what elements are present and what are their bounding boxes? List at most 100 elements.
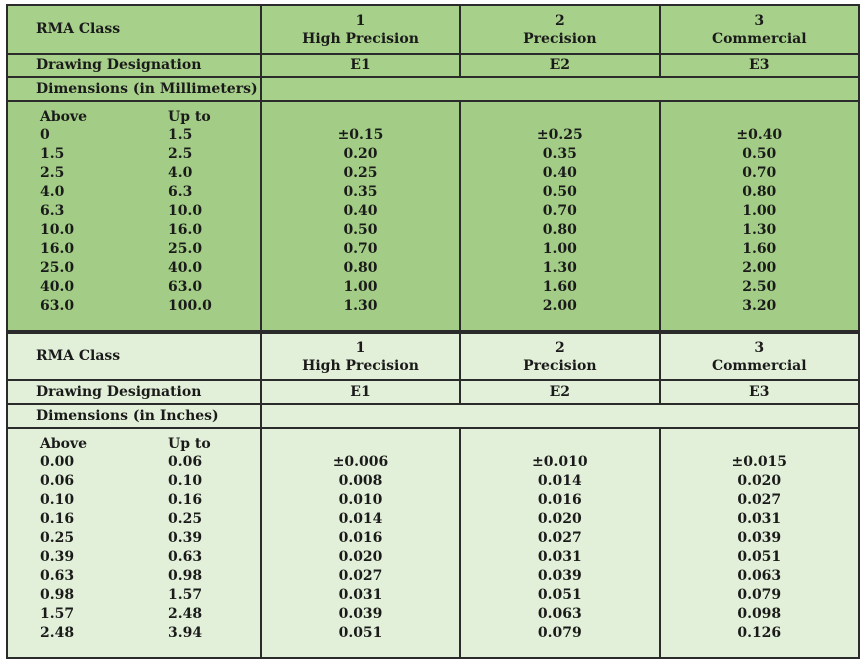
- tolerance-e3: 2.00: [742, 260, 777, 276]
- tolerance-e2: 0.70: [542, 203, 577, 219]
- tolerance-e1: 0.008: [338, 473, 383, 489]
- class-number: 3: [754, 339, 765, 356]
- tolerance-e2: 0.40: [542, 165, 577, 181]
- designation-e2: E2: [459, 53, 661, 78]
- above-value: 25.0: [40, 260, 75, 276]
- class-1-header: 1 High Precision: [259, 4, 462, 55]
- tolerance-e3: 0.039: [737, 530, 782, 546]
- above-value: 0: [40, 127, 50, 143]
- class-name: Precision: [523, 357, 597, 374]
- range-row: 0.25 0.39: [40, 529, 260, 548]
- dimensions-blank: [259, 403, 861, 429]
- range-row: 63.0 100.0: [40, 297, 260, 316]
- tolerance-e1: 0.027: [338, 568, 383, 584]
- upto-value: 0.06: [168, 454, 203, 470]
- tolerance-e1: 0.016: [338, 530, 383, 546]
- upto-label: Up to: [168, 109, 211, 125]
- upto-value: 10.0: [168, 203, 203, 219]
- tolerance-e2: 1.00: [542, 241, 577, 257]
- tolerance-e1: 0.039: [338, 606, 383, 622]
- drawing-designation-label: Drawing Designation: [6, 53, 262, 78]
- range-row: 0.98 1.57: [40, 586, 260, 605]
- class-name: Commercial: [711, 30, 807, 47]
- mm-range-list: Above Up to 0 1.5 1.5 2.5 2.5 4.0 4.0 6.3 6.3 10.…: [8, 108, 260, 316]
- upto-label: Up to: [168, 436, 211, 452]
- class-name: Commercial: [711, 357, 807, 374]
- tolerance-e1: 0.50: [343, 222, 378, 238]
- class-number: 2: [554, 339, 565, 356]
- range-row: 0.06 0.10: [40, 472, 260, 491]
- tolerance-e1: 0.70: [343, 241, 378, 257]
- upto-value: 0.63: [168, 549, 203, 565]
- range-row: 2.5 4.0: [40, 164, 260, 183]
- class-3-header: 3 Commercial: [658, 332, 861, 381]
- class-2-header: 2 Precision: [459, 4, 661, 55]
- range-row: 4.0 6.3: [40, 183, 260, 202]
- range-row: 0.10 0.16: [40, 491, 260, 510]
- range-row: 25.0 40.0: [40, 259, 260, 278]
- tolerance-e2: 0.051: [537, 587, 582, 603]
- above-value: 0.06: [40, 473, 75, 489]
- range-header: Above Up to: [40, 435, 260, 453]
- upto-value: 0.98: [168, 568, 203, 584]
- tolerance-e2: 0.016: [537, 492, 582, 508]
- above-value: 0.10: [40, 492, 75, 508]
- tolerance-e1: 0.25: [343, 165, 378, 181]
- tolerance-e3: 0.027: [737, 492, 782, 508]
- tolerance-e3: 0.70: [742, 165, 777, 181]
- above-value: 0.25: [40, 530, 75, 546]
- designation-e3: E3: [658, 379, 861, 405]
- tolerance-e2: ±0.010: [532, 454, 588, 470]
- drawing-designation-label: Drawing Designation: [6, 379, 262, 405]
- designation-e1: E1: [259, 53, 462, 78]
- tolerance-e1: ±0.15: [337, 127, 384, 143]
- tolerance-e3: 0.80: [742, 184, 777, 200]
- range-row: 0.39 0.63: [40, 548, 260, 567]
- designation-e1: E1: [259, 379, 462, 405]
- range-row: 10.0 16.0: [40, 221, 260, 240]
- in-e3-list: ±0.015 0.020 0.027 0.031 0.039 0.051 0.063 0.07…: [661, 453, 858, 643]
- tolerance-e3: 1.00: [742, 203, 777, 219]
- tolerance-e3: 3.20: [742, 298, 777, 314]
- upto-value: 2.5: [168, 146, 193, 162]
- upto-value: 1.57: [168, 587, 203, 603]
- above-value: 0.39: [40, 549, 75, 565]
- tolerance-e1: 1.00: [343, 279, 378, 295]
- rma-class-label: RMA Class: [6, 332, 262, 381]
- tolerance-e3: 0.079: [737, 587, 782, 603]
- class-number: 2: [554, 12, 565, 29]
- tolerance-e3: 1.60: [742, 241, 777, 257]
- tolerance-e1: 0.020: [338, 549, 383, 565]
- upto-value: 63.0: [168, 279, 203, 295]
- tolerance-e1: 0.80: [343, 260, 378, 276]
- tolerance-e2: 0.50: [542, 184, 577, 200]
- above-value: 2.48: [40, 625, 75, 641]
- tolerance-e2: 1.60: [542, 279, 577, 295]
- tolerance-e2: 1.30: [542, 260, 577, 276]
- class-name: High Precision: [302, 357, 419, 374]
- range-row: 1.57 2.48: [40, 605, 260, 624]
- tolerance-e3: 0.50: [742, 146, 777, 162]
- in-range-cell: Above Up to 0.00 0.06 0.06 0.10 0.10 0.16 0.16…: [6, 427, 262, 659]
- upto-value: 3.94: [168, 625, 203, 641]
- above-value: 0.63: [40, 568, 75, 584]
- tolerance-e1: 0.031: [338, 587, 383, 603]
- tolerance-e2: 2.00: [542, 298, 577, 314]
- tolerance-e2: 0.35: [542, 146, 577, 162]
- in-e3-cell: ±0.015 0.020 0.027 0.031 0.039 0.051 0.063 0.07…: [658, 427, 861, 659]
- upto-value: 6.3: [168, 184, 193, 200]
- upto-value: 0.39: [168, 530, 203, 546]
- tolerance-e3: 0.098: [737, 606, 782, 622]
- mm-range-cell: Above Up to 0 1.5 1.5 2.5 2.5 4.0 4.0 6.3 6.3 10.…: [6, 100, 262, 332]
- above-value: 40.0: [40, 279, 75, 295]
- class-number: 1: [355, 12, 366, 29]
- upto-value: 25.0: [168, 241, 203, 257]
- above-value: 10.0: [40, 222, 75, 238]
- range-row: 0 1.5: [40, 126, 260, 145]
- mm-e1-cell: ±0.15 0.20 0.25 0.35 0.40 0.50 0.70 0.80 1.00 1.3…: [259, 100, 462, 332]
- class-2-header: 2 Precision: [459, 332, 661, 381]
- tolerance-e3: 2.50: [742, 279, 777, 295]
- range-row: 16.0 25.0: [40, 240, 260, 259]
- in-e1-list: ±0.006 0.008 0.010 0.014 0.016 0.020 0.027 0.03…: [262, 453, 459, 643]
- range-row: 6.3 10.0: [40, 202, 260, 221]
